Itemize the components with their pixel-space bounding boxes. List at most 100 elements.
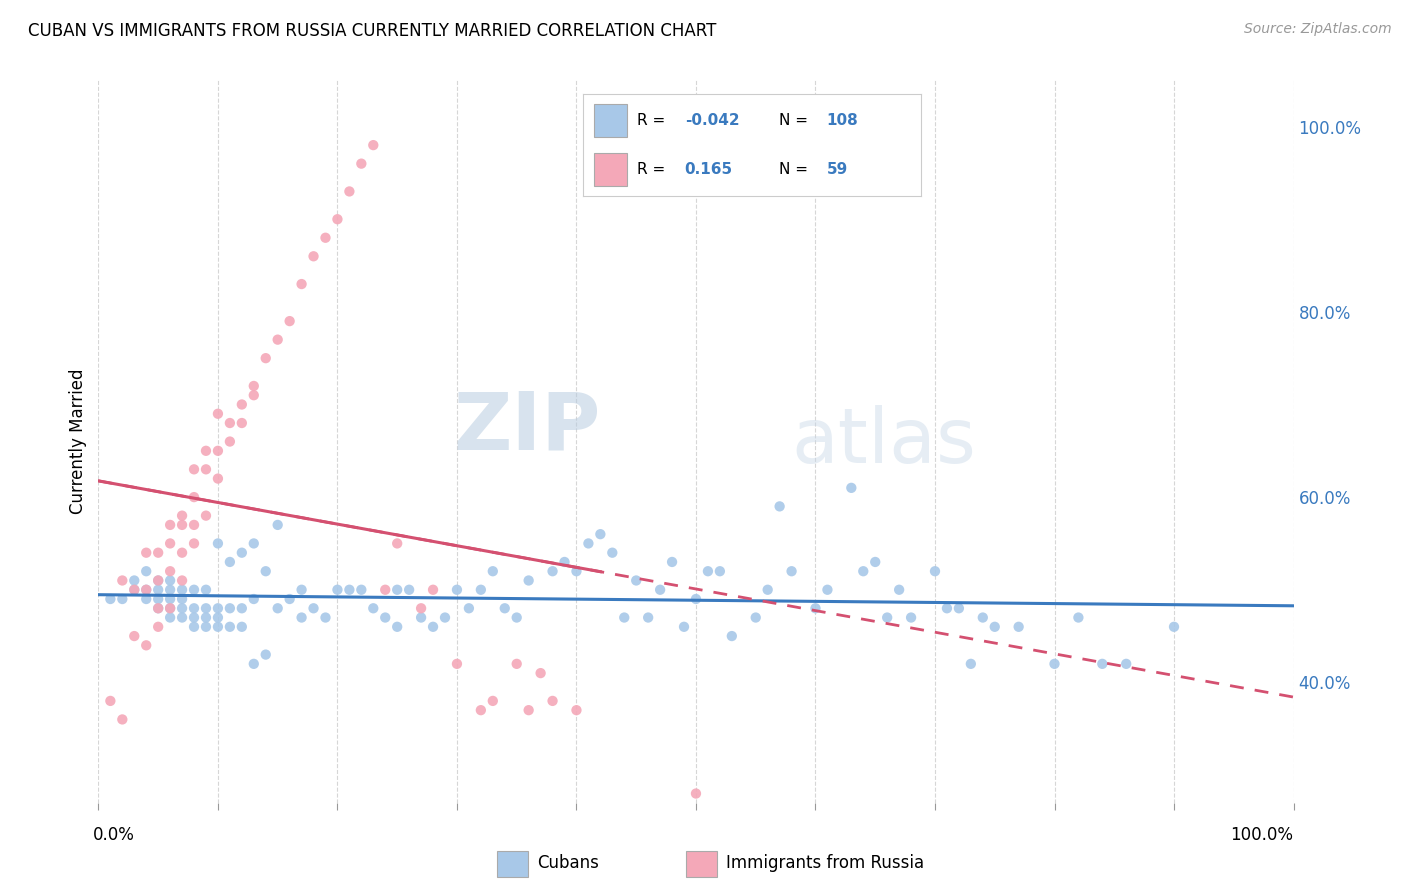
Point	[159, 517, 181, 532]
Point	[554, 555, 576, 569]
Point	[673, 620, 696, 634]
Point	[183, 620, 205, 634]
Text: 59: 59	[827, 162, 848, 178]
Point	[148, 574, 170, 588]
Point	[172, 592, 194, 607]
Point	[494, 601, 516, 615]
Text: Cubans: Cubans	[537, 854, 599, 872]
Point	[517, 574, 540, 588]
Point	[398, 582, 420, 597]
Point	[924, 564, 946, 578]
Point	[960, 657, 983, 671]
Point	[135, 592, 157, 607]
Point	[339, 185, 361, 199]
Point	[721, 629, 744, 643]
Point	[207, 601, 229, 615]
Point	[291, 277, 314, 291]
FancyBboxPatch shape	[593, 153, 627, 186]
Point	[936, 601, 959, 615]
Point	[254, 564, 277, 578]
Text: 0.0%: 0.0%	[93, 826, 135, 844]
Point	[172, 546, 194, 560]
Point	[135, 638, 157, 652]
Point	[243, 592, 266, 607]
Point	[326, 212, 349, 227]
Point	[254, 648, 277, 662]
Point	[589, 527, 612, 541]
Point	[948, 601, 970, 615]
Point	[219, 416, 242, 430]
Point	[183, 610, 205, 624]
Text: -0.042: -0.042	[685, 112, 740, 128]
Point	[434, 610, 457, 624]
Point	[231, 416, 253, 430]
Point	[315, 610, 337, 624]
Text: R =: R =	[637, 112, 671, 128]
Point	[302, 249, 325, 263]
Point	[780, 564, 803, 578]
Point	[470, 582, 492, 597]
Point	[565, 703, 588, 717]
Point	[231, 601, 253, 615]
Point	[172, 517, 194, 532]
Point	[148, 582, 170, 597]
Point	[411, 601, 433, 615]
Point	[148, 592, 170, 607]
Point	[231, 546, 253, 560]
Point	[135, 582, 157, 597]
Point	[219, 555, 242, 569]
Point	[148, 601, 170, 615]
Text: N =: N =	[779, 112, 813, 128]
Point	[98, 592, 122, 607]
Text: Source: ZipAtlas.com: Source: ZipAtlas.com	[1244, 22, 1392, 37]
Point	[506, 610, 529, 624]
Point	[219, 620, 242, 634]
Point	[135, 564, 157, 578]
Text: N =: N =	[779, 162, 813, 178]
Point	[578, 536, 600, 550]
Point	[243, 379, 266, 393]
Text: CUBAN VS IMMIGRANTS FROM RUSSIA CURRENTLY MARRIED CORRELATION CHART: CUBAN VS IMMIGRANTS FROM RUSSIA CURRENTL…	[28, 22, 717, 40]
Point	[148, 546, 170, 560]
Point	[541, 694, 564, 708]
Point	[841, 481, 863, 495]
Point	[243, 536, 266, 550]
Point	[804, 601, 827, 615]
Text: 108: 108	[827, 112, 858, 128]
Point	[195, 508, 218, 523]
Point	[685, 787, 707, 801]
Point	[135, 582, 157, 597]
FancyBboxPatch shape	[593, 104, 627, 136]
Point	[183, 490, 205, 504]
Text: Immigrants from Russia: Immigrants from Russia	[725, 854, 924, 872]
Point	[411, 610, 433, 624]
Point	[243, 388, 266, 402]
Point	[1008, 620, 1031, 634]
Point	[326, 582, 349, 597]
Point	[124, 629, 146, 643]
Point	[195, 610, 218, 624]
Point	[565, 564, 588, 578]
Point	[278, 592, 301, 607]
Point	[207, 443, 229, 458]
FancyBboxPatch shape	[686, 851, 717, 877]
Point	[159, 564, 181, 578]
Point	[124, 582, 146, 597]
Point	[768, 500, 790, 514]
Point	[350, 156, 373, 170]
Point	[626, 574, 648, 588]
Point	[159, 592, 181, 607]
Point	[470, 703, 492, 717]
Point	[865, 555, 887, 569]
Point	[207, 472, 229, 486]
Point	[422, 582, 444, 597]
Point	[159, 582, 181, 597]
Point	[207, 407, 229, 421]
Point	[852, 564, 875, 578]
Point	[267, 601, 290, 615]
Point	[172, 508, 194, 523]
Point	[267, 333, 290, 347]
Point	[374, 610, 396, 624]
Point	[159, 610, 181, 624]
Point	[231, 620, 253, 634]
